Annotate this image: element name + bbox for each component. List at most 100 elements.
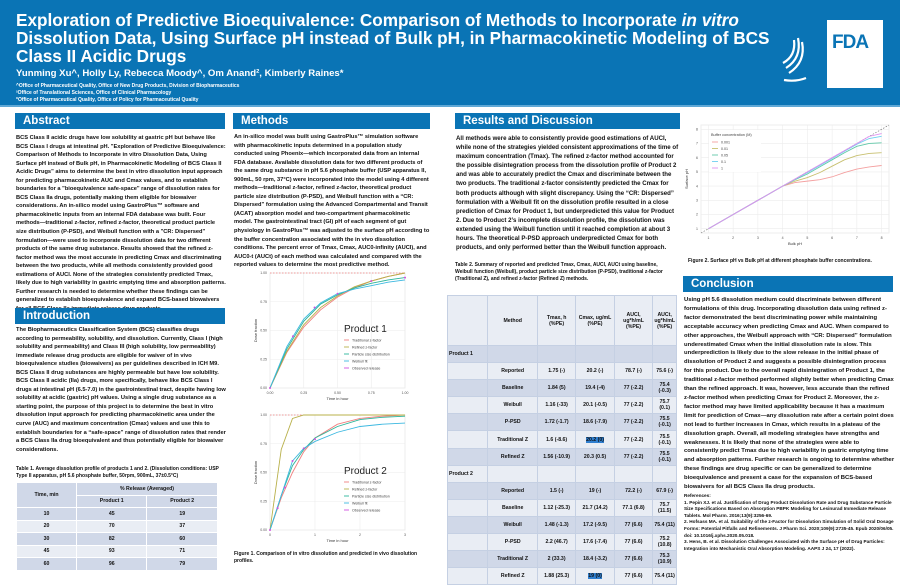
table-cell-value: 19.4 (-4) xyxy=(585,385,605,392)
observed-point xyxy=(370,280,373,283)
methods-heading: Methods xyxy=(233,113,430,129)
abstract-text: BCS Class II acidic drugs have low solub… xyxy=(16,135,226,312)
table-cell: 77 (-2.2) xyxy=(613,396,654,415)
x-tick-label: 8 xyxy=(881,236,883,240)
table-cell xyxy=(446,396,489,415)
table-cell: 77 (6.6) xyxy=(613,567,654,585)
table-cell: 75.7 (0.1) xyxy=(652,396,677,415)
table-cell: 72.2 (-) xyxy=(613,481,654,500)
figure1-product2-chart: 0 1 2 3 0.00 0.25 0.50 0.75 1.00 Time in hour Dose… xyxy=(253,413,406,543)
legend-label: Traditional z-factor xyxy=(352,480,382,484)
table-cell-value: 1.16 (-33) xyxy=(545,402,568,409)
col-product-2: Product 2 xyxy=(146,494,218,508)
series-line xyxy=(269,415,406,531)
figure1-caption: Figure 1. Comparison of in vitro dissolu… xyxy=(234,551,418,564)
y-axis-label: Dose fraction xyxy=(253,461,258,485)
table-cell: 1.84 (5) xyxy=(536,379,577,398)
table-cell-value: 75.5 (-0.1) xyxy=(658,450,671,463)
table-cell-value: Reported xyxy=(501,487,525,494)
chart-title: Product 2 xyxy=(344,466,387,477)
table1-caption: Table 1. Average dissolution profile of … xyxy=(16,466,219,479)
table-cell-value: 20.2 (-) xyxy=(586,368,604,375)
table-cell: 71 xyxy=(146,544,218,558)
x-tick-label: 0.75 xyxy=(368,391,375,395)
table-cell: Traditional Z xyxy=(487,430,538,449)
series-line xyxy=(269,272,406,389)
x-tick-label: 2 xyxy=(732,236,734,240)
x-tick-label: 3 xyxy=(404,533,406,537)
legend-label: 0.001 xyxy=(721,140,730,144)
y-tick-label: 2 xyxy=(696,213,698,217)
series-line xyxy=(708,133,882,230)
title-text: Exploration of Predictive Bioequivalence… xyxy=(16,10,682,30)
table-row: Refined Z 1.56 (-10.9) 20.3 (0.5) 77 (-2.2)… xyxy=(446,447,677,466)
table-cell-value: Weibull xyxy=(503,402,522,409)
table-cell-value: 17.6 (-7.4) xyxy=(583,539,607,546)
legend-title: Buffer concentration (M) xyxy=(711,133,752,137)
table-row: P-PSD 1.72 (-1.7) 18.6 (-7.9) 77 (-2.2) 75.5… xyxy=(446,413,677,432)
table-row: 30 82 60 xyxy=(16,532,218,546)
table-row: Weibull 1.16 (-33) 20.1 (-0.5) 77 (-2.2) 75.… xyxy=(446,396,677,415)
table-cell-value: 75.4 (-0.3) xyxy=(658,382,671,395)
col-group: % Release (Averaged) xyxy=(76,482,218,496)
observed-point xyxy=(269,387,271,389)
table-cell: 1.16 (-33) xyxy=(536,396,577,415)
table-cell-value: 19 (0) xyxy=(588,573,602,580)
table-cell-value: 77 (6.6) xyxy=(624,539,643,546)
table-cell xyxy=(446,567,489,585)
table-cell-value: 75.7 (0.1) xyxy=(659,399,670,412)
observed-point xyxy=(302,447,305,450)
table-cell: 20.3 (0.5) xyxy=(575,447,615,466)
table2-caption: Table 2. Summary of reported and predict… xyxy=(455,262,663,282)
table-cell: 79 xyxy=(146,557,218,571)
conclusion-text: Using pH 5.6 dissolution medium could di… xyxy=(684,297,895,491)
table-cell xyxy=(613,464,654,483)
table-row: Refined Z 1.88 (25.3) 19 (0) 77 (6.6) 75.4 (… xyxy=(446,567,677,585)
table-cell-value: 75.5 (-0.1) xyxy=(658,433,671,446)
hhs-eagle-logo-icon xyxy=(782,37,807,82)
table-cell: 18.6 (-7.9) xyxy=(575,413,615,432)
legend-label: 0.1 xyxy=(721,160,726,164)
table-cell: 77 (-2.2) xyxy=(613,447,654,466)
x-tick-label: 4 xyxy=(782,236,784,240)
table-cell-value: 1.75 (-) xyxy=(548,368,565,375)
legend-label: Refined z-factor xyxy=(352,345,378,349)
table-cell: 21.7 (14.2) xyxy=(575,498,615,517)
observed-point xyxy=(283,486,286,489)
table-cell: 20.1 (-0.5) xyxy=(575,396,615,415)
x-tick-label: 1.00 xyxy=(402,391,409,395)
y-tick-label: 3 xyxy=(696,199,698,203)
y-tick-label: 1.00 xyxy=(260,413,267,417)
table-row: Reported 1.5 (-) 19 (-) 72.2 (-) 67.9 (-) xyxy=(446,481,677,500)
table-cell: 1.75 (-) xyxy=(536,362,577,381)
table-row: Reported 1.75 (-) 20.2 (-) 78.7 (-) 75.6 (-) xyxy=(446,362,677,381)
table-cell: 75.5 (-0.1) xyxy=(652,447,677,466)
legend-label: Refined z-factor xyxy=(352,487,378,491)
table-row: P-PSD 2.2 (46.7) 17.6 (-7.4) 77 (6.6) 75.2 (… xyxy=(446,533,677,552)
table-cell-value: Refined Z xyxy=(500,453,525,460)
table-cell: 30 xyxy=(16,532,77,546)
results-text: All methods were able to consistently pr… xyxy=(456,135,679,252)
table-cell-value: Reported xyxy=(501,368,525,375)
reference-item: 2. Hofsass MA. et al. Suitability of the… xyxy=(684,519,894,538)
table-cell xyxy=(446,362,489,381)
table-row: Baseline 1.12 (-25.3) 21.7 (14.2) 77.1 (6.8… xyxy=(446,498,677,517)
table-cell: Refined Z xyxy=(487,447,538,466)
observed-point xyxy=(276,507,279,510)
table-cell: 37 xyxy=(146,519,218,533)
table-cell-value: 75.3 (10.9) xyxy=(657,553,672,566)
x-axis-label: Time in hour xyxy=(326,396,349,401)
table-header: AUCI, ug*h/mL (%PE) xyxy=(613,295,654,346)
references: References: 1. Pepin XJ. et al. Justific… xyxy=(684,493,894,552)
observed-point xyxy=(291,335,294,338)
table-cell-value: 67.9 (-) xyxy=(656,487,674,494)
table-cell-value: 72.2 (-) xyxy=(625,487,642,494)
table-header: Cmax, ug/mL (%PE) xyxy=(575,295,615,346)
table-cell xyxy=(446,413,489,432)
table-cell: 77.1 (6.8) xyxy=(613,498,654,517)
y-tick-label: 1 xyxy=(696,227,698,231)
series-line xyxy=(269,414,405,531)
table-cell xyxy=(446,515,489,535)
table-cell: 18.4 (-3.2) xyxy=(575,550,615,569)
table-cell-value: P-PSD xyxy=(504,539,521,546)
